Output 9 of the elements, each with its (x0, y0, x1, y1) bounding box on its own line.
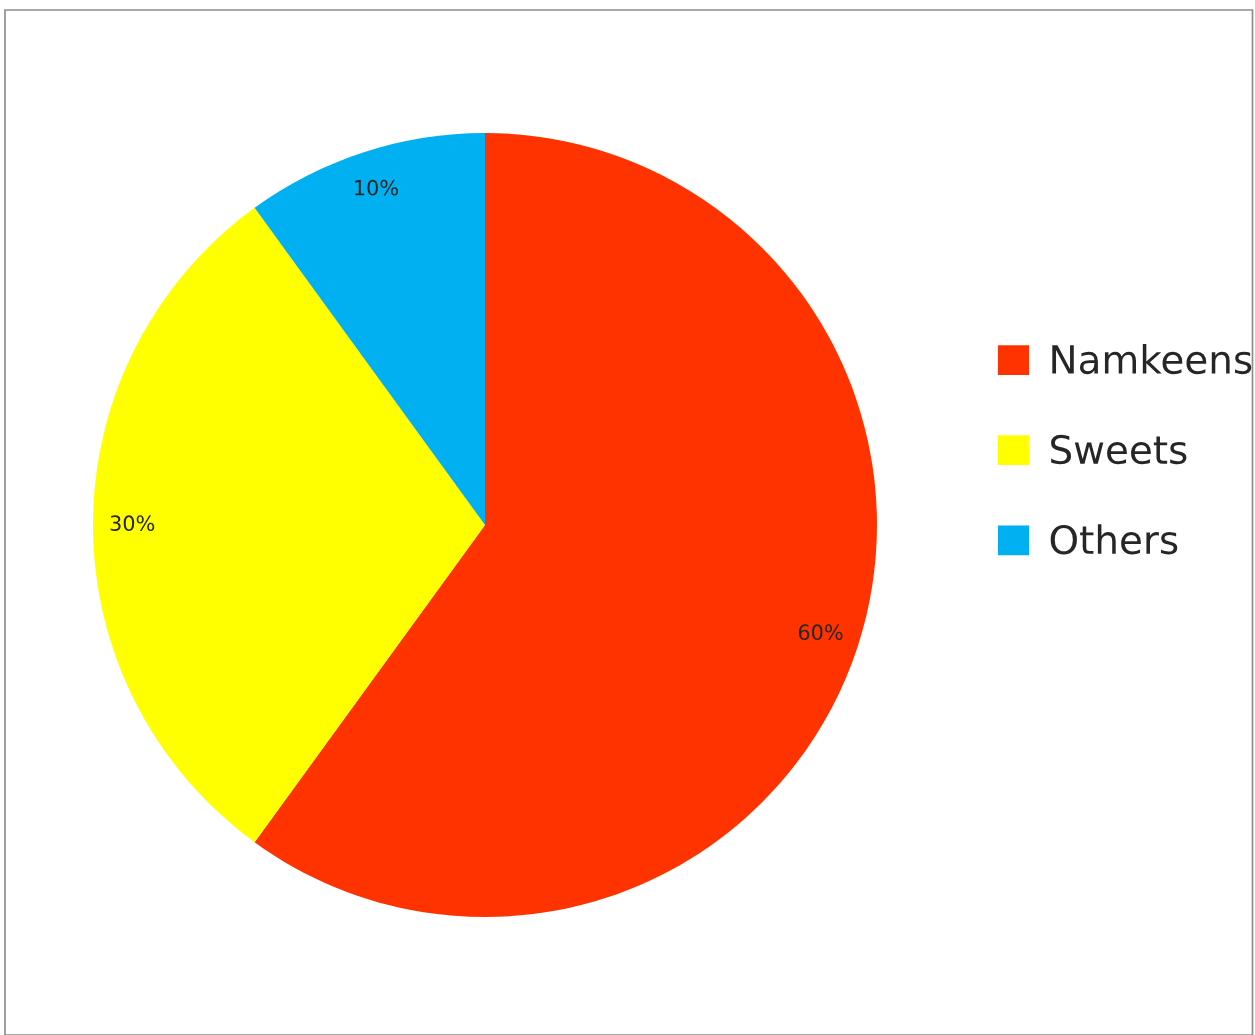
pie-slice (254, 133, 485, 525)
pie-slice (254, 133, 877, 917)
data-label: 60% (798, 624, 843, 641)
legend-label: Sweets (1051, 434, 1187, 465)
legend-label: Namkeens (1052, 344, 1252, 375)
pie-slice (93, 207, 485, 843)
legend-label: Others (1050, 524, 1178, 555)
data-label: 10% (355, 179, 398, 196)
data-label: 30% (110, 515, 155, 532)
